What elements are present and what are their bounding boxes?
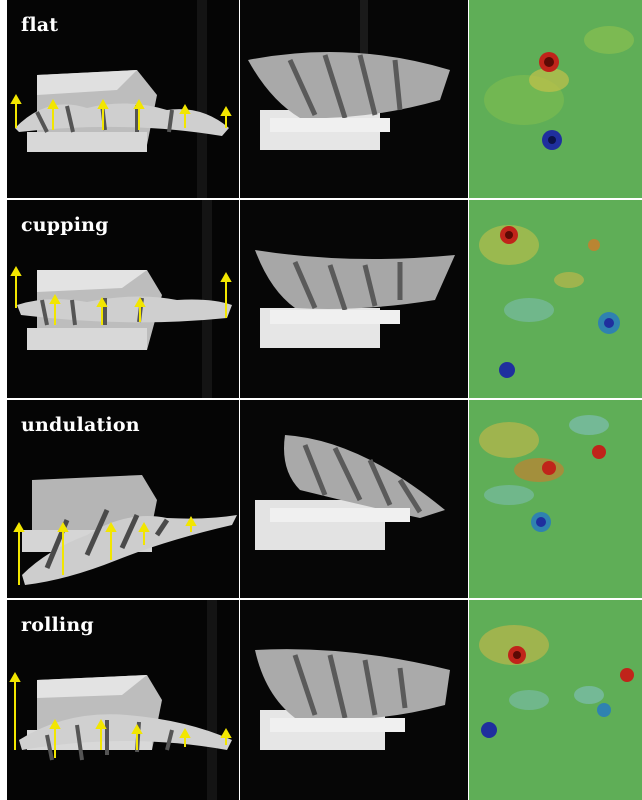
top-view-image <box>240 200 468 398</box>
row-undulation: undulation <box>7 400 642 598</box>
yellow-arrow-icon <box>9 671 232 758</box>
figure-grid: flat <box>7 0 642 800</box>
top-view-image <box>240 600 468 800</box>
row-rolling: rolling <box>7 600 642 800</box>
vorticity-field-image <box>469 600 642 800</box>
row-cupping: cupping <box>7 200 642 398</box>
yellow-arrow-icon <box>10 265 232 325</box>
side-view-photo: cupping <box>7 200 239 398</box>
yellow-arrow-icon <box>13 515 197 585</box>
top-view-photo <box>240 400 468 598</box>
top-view-photo <box>240 0 468 198</box>
side-view-photo: flat <box>7 0 239 198</box>
flow-field-map <box>469 400 642 598</box>
top-view-photo <box>240 600 468 800</box>
side-view-photo: rolling <box>7 600 239 800</box>
top-view-photo <box>240 200 468 398</box>
flow-field-map <box>469 200 642 398</box>
side-view-image <box>7 0 239 198</box>
panel-label: undulation <box>21 414 140 436</box>
side-view-photo: undulation <box>7 400 239 598</box>
yellow-arrow-icon <box>10 93 232 130</box>
panel-label: cupping <box>21 214 109 236</box>
vorticity-field-image <box>469 200 642 398</box>
vorticity-field-image <box>469 400 642 598</box>
row-flat: flat <box>7 0 642 198</box>
side-view-image <box>7 200 239 398</box>
side-view-image <box>7 400 239 598</box>
top-view-image <box>240 400 468 598</box>
panel-label: flat <box>21 14 59 36</box>
side-view-image <box>7 600 239 800</box>
vorticity-field-image <box>469 0 642 198</box>
flow-field-map <box>469 0 642 198</box>
flow-field-map <box>469 600 642 800</box>
top-view-image <box>240 0 468 198</box>
panel-label: rolling <box>21 614 94 636</box>
